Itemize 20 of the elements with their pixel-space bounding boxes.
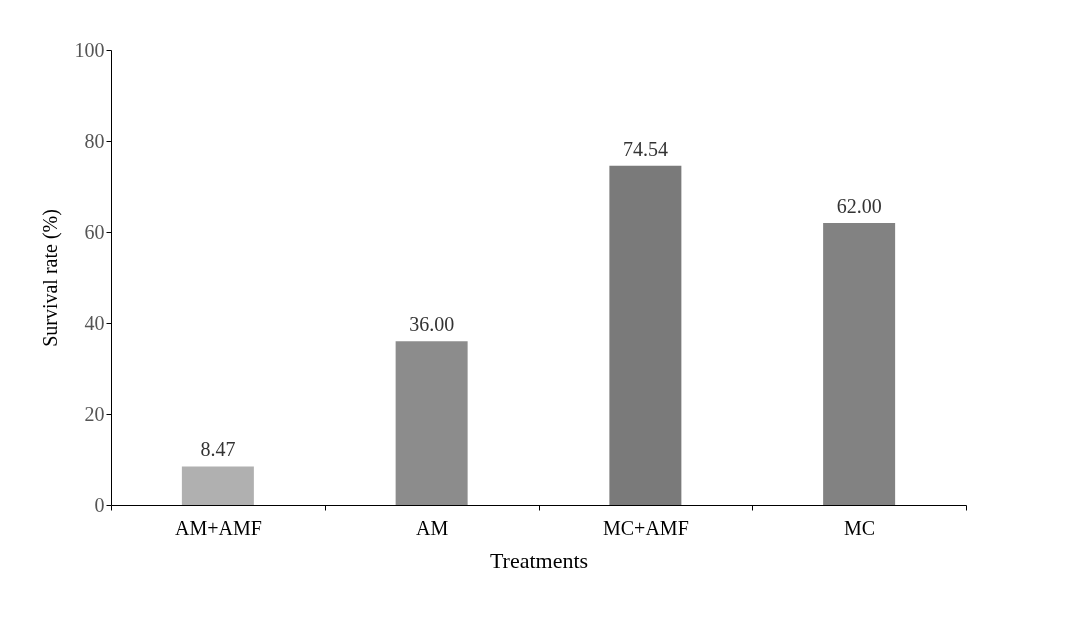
x-tick-label: MC: [844, 516, 876, 539]
x-axis-title: Treatments: [489, 547, 589, 573]
bar: [181, 466, 254, 505]
data-label: 74.54: [622, 137, 668, 160]
y-tick-label: 80: [84, 129, 105, 152]
x-tick-label: AM+AMF: [174, 516, 262, 539]
y-axis-title: Survival rate (%): [38, 209, 62, 347]
y-tick-label: 60: [84, 220, 105, 243]
data-label: 8.47: [200, 438, 236, 461]
y-tick-label: 20: [84, 402, 105, 425]
bar: [823, 222, 896, 505]
y-tick-label: 100: [74, 38, 105, 61]
y-tick-label: 0: [94, 493, 105, 516]
x-tick-label: AM: [416, 516, 449, 539]
bar: [395, 341, 468, 505]
data-label: 36.00: [409, 313, 455, 336]
y-tick-label: 40: [84, 311, 105, 334]
bar: [609, 165, 682, 505]
x-tick-label: MC+AMF: [602, 516, 689, 539]
data-label: 62.00: [836, 194, 882, 217]
